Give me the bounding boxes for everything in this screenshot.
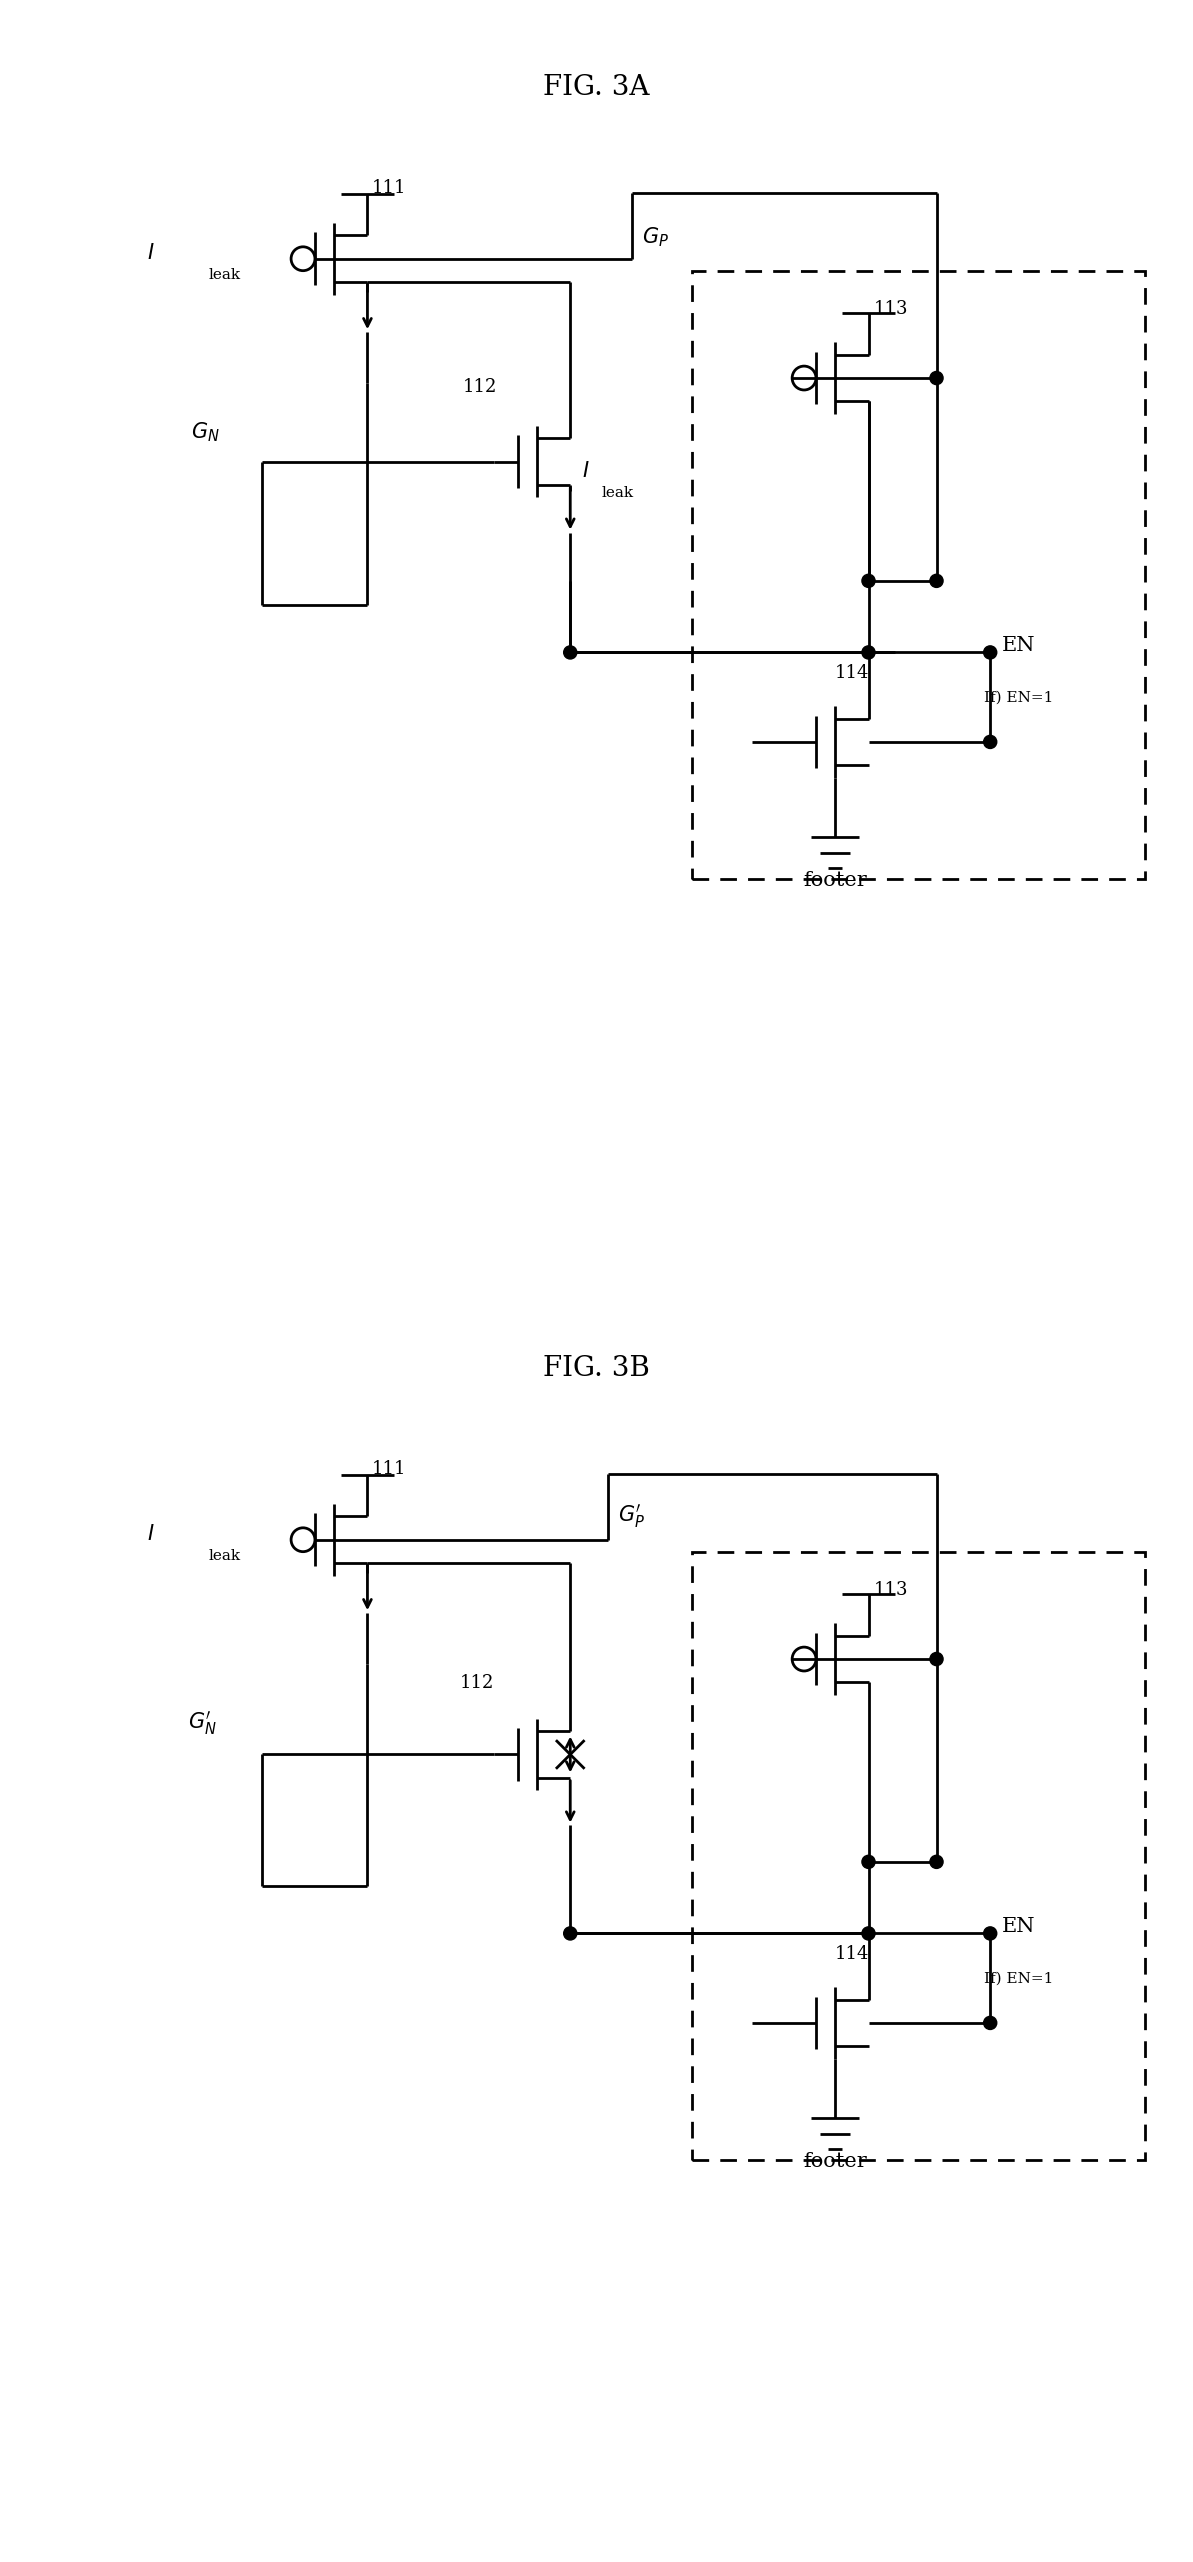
Text: $I$: $I$ [582,461,589,482]
Text: footer: footer [803,871,867,889]
Circle shape [931,574,942,587]
Circle shape [863,646,876,658]
Bar [692,1553,1145,2160]
Text: $G_N'$: $G_N'$ [188,1709,217,1737]
Text: 113: 113 [873,1581,908,1599]
Text: FIG. 3B: FIG. 3B [543,1355,650,1381]
Text: 113: 113 [873,300,908,318]
Text: EN: EN [1002,1916,1036,1937]
Circle shape [984,2016,997,2029]
Text: FIG. 3A: FIG. 3A [543,74,650,100]
Text: $G_P'$: $G_P'$ [618,1501,645,1530]
Circle shape [564,1927,577,1939]
Text: footer: footer [803,2152,867,2170]
Text: If) EN=1: If) EN=1 [984,1973,1053,1986]
Circle shape [931,371,942,384]
Text: EN: EN [1002,635,1036,656]
Circle shape [863,1855,876,1868]
Text: 114: 114 [835,1945,870,1962]
Circle shape [564,646,577,658]
Bar [692,272,1145,879]
Text: 111: 111 [372,1460,407,1478]
Circle shape [984,1927,997,1939]
Text: $I$: $I$ [148,243,155,264]
Text: leak: leak [601,487,633,500]
Text: 111: 111 [372,179,407,197]
Text: leak: leak [209,1550,241,1563]
Circle shape [984,646,997,658]
Circle shape [863,574,876,587]
Text: $G_N$: $G_N$ [191,420,220,443]
Text: 112: 112 [463,379,497,397]
Text: $I$: $I$ [148,1524,155,1545]
Text: 114: 114 [835,664,870,681]
Circle shape [984,735,997,748]
Text: 112: 112 [459,1676,494,1693]
Circle shape [863,1927,876,1939]
Text: If) EN=1: If) EN=1 [984,692,1053,705]
Text: $G_P$: $G_P$ [642,225,669,249]
Text: leak: leak [209,269,241,282]
Circle shape [931,1652,942,1665]
Circle shape [931,1855,942,1868]
